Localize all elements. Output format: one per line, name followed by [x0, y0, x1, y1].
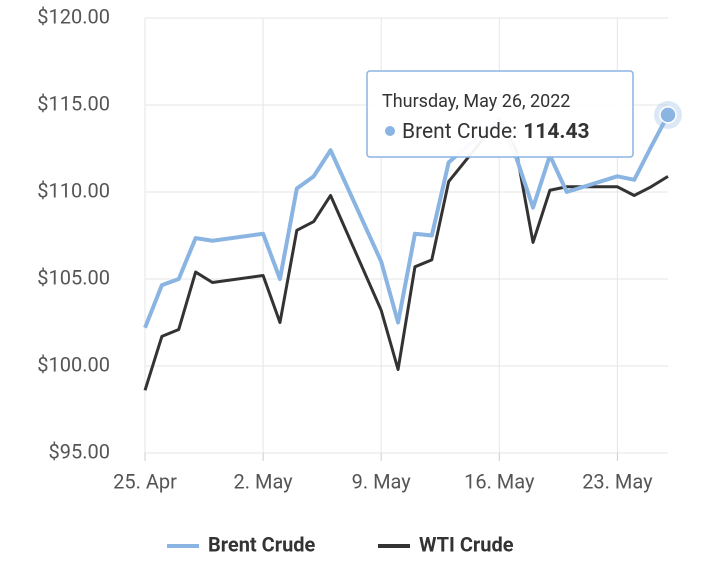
hover-point — [659, 106, 677, 124]
y-tick-label: $95.00 — [49, 439, 110, 463]
x-tick-label: 25. Apr — [113, 469, 177, 493]
tooltip-label: Brent Crude: — [402, 120, 517, 144]
tooltip-text: Brent Crude: 114.43 — [402, 120, 590, 144]
tooltip-value: 114.43 — [523, 120, 589, 144]
x-tick-label: 2. May — [234, 469, 294, 493]
legend-label[interactable]: WTI Crude — [419, 532, 514, 556]
y-tick-label: $115.00 — [37, 91, 110, 115]
x-tick-label: 9. May — [352, 469, 412, 493]
y-tick-label: $110.00 — [37, 178, 110, 202]
x-tick-label: 16. May — [464, 469, 535, 493]
tooltip-title: Thursday, May 26, 2022 — [382, 91, 570, 112]
x-tick-label: 23. May — [582, 469, 653, 493]
y-tick-label: $120.00 — [37, 4, 110, 28]
series-line — [143, 117, 669, 391]
legend-label[interactable]: Brent Crude — [208, 532, 316, 556]
tooltip-box — [366, 70, 634, 158]
y-tick-label: $105.00 — [37, 265, 110, 289]
y-tick-label: $100.00 — [37, 352, 110, 376]
series-line — [143, 113, 670, 329]
tooltip-dot — [385, 126, 395, 136]
tooltip: Thursday, May 26, 2022 Brent Crude: 114.43 — [366, 70, 634, 158]
